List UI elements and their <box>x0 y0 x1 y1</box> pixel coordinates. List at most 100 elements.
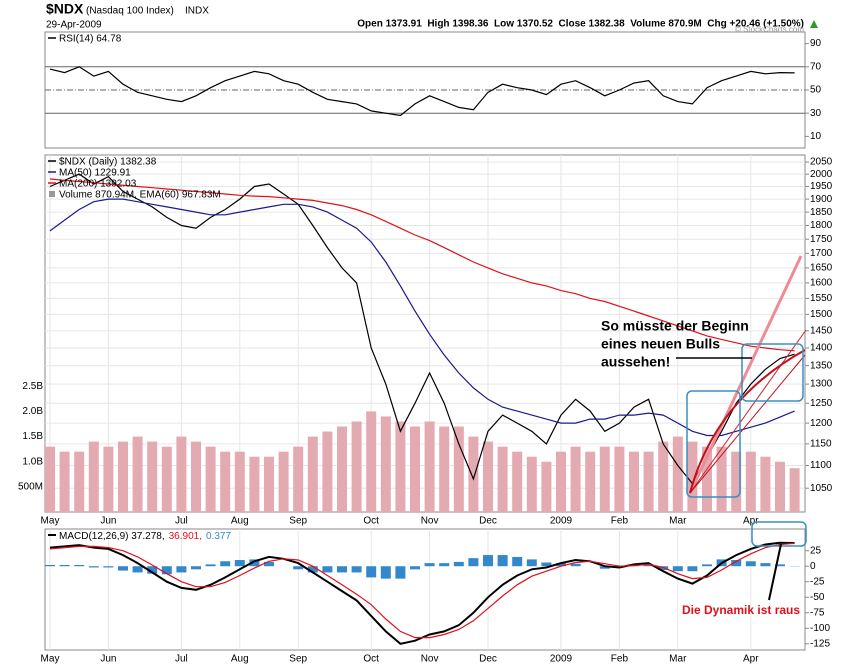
y-tick-label: 1300 <box>810 379 833 390</box>
volume-bar <box>118 441 128 512</box>
histogram-bar <box>366 566 377 578</box>
volume-bar <box>512 451 523 512</box>
histogram-bar <box>512 556 523 567</box>
histogram-bar <box>351 566 362 573</box>
histogram-bar <box>191 566 201 570</box>
x-tick-label: Oct <box>363 516 379 527</box>
volume-bar <box>74 451 85 512</box>
series-line <box>49 173 795 485</box>
x-tick-label: Jul <box>175 654 188 665</box>
annotation-box <box>741 343 804 402</box>
volume-bar <box>220 451 231 512</box>
volume-bar <box>760 456 771 512</box>
y-tick-label: 1800 <box>810 220 833 231</box>
series-line <box>49 178 795 352</box>
volume-bar <box>643 451 654 512</box>
volume-bar <box>307 436 318 512</box>
histogram-bar <box>249 559 260 567</box>
fan-line <box>689 354 806 494</box>
y2-tick-label: 2.5B <box>22 381 43 392</box>
volume-bar <box>614 446 625 512</box>
legend-entry: MA(50) 1229.91 <box>59 168 131 179</box>
y-tick-label: 1650 <box>810 263 833 274</box>
y-tick-label: -125 <box>810 638 830 649</box>
volume-bar <box>541 461 552 512</box>
volume-bar <box>716 446 727 512</box>
y-tick-label: 1750 <box>810 234 833 245</box>
histogram-bar <box>731 560 742 567</box>
histogram-bar <box>483 555 493 567</box>
y-tick-label: 70 <box>810 61 822 72</box>
histogram-bar <box>307 566 318 573</box>
y-tick-label: 1600 <box>810 278 833 289</box>
annotation-text: aussehen! <box>601 354 670 370</box>
histogram-bar <box>541 562 552 567</box>
y-tick-label: 1350 <box>810 360 833 371</box>
panel-frame <box>44 528 806 651</box>
y-tick-label: -75 <box>810 607 825 618</box>
legend-entry: MA(200) 1392.03 <box>59 179 137 190</box>
x-tick-label: Jul <box>175 516 188 527</box>
series-line <box>49 66 795 117</box>
annotation-text: Die Dynamik ist raus <box>682 603 800 617</box>
y-tick-label: -50 <box>810 592 825 603</box>
histogram-bar <box>672 566 683 572</box>
histogram-bar <box>599 566 610 569</box>
volume-bar <box>599 446 610 512</box>
volume-bar <box>731 451 742 512</box>
volume-bar <box>453 426 464 512</box>
volume-bar <box>570 446 581 512</box>
annotation-text: So müsste der Beginn <box>601 318 749 334</box>
volume-bar <box>366 411 377 512</box>
legend: MACD(12,26,9) 37.278, 36.901, 0.377 <box>59 531 231 542</box>
legend-swatch <box>49 191 55 197</box>
volume-bar <box>264 456 274 512</box>
histogram-bar <box>410 566 420 570</box>
volume-bar <box>556 451 566 512</box>
volume-bar <box>672 436 683 512</box>
histogram-bar <box>380 566 391 579</box>
histogram-bar <box>702 564 712 567</box>
x-tick-label: Mar <box>669 516 687 527</box>
histogram-bar <box>147 566 158 574</box>
histogram-bar <box>205 564 216 567</box>
x-tick-label: 2009 <box>550 654 573 665</box>
y-tick-label: 1250 <box>810 398 833 409</box>
y-tick-label: 50 <box>810 85 822 96</box>
histogram-bar <box>176 566 187 573</box>
legend-entry: $NDX (Daily) 1382.38 <box>59 157 157 168</box>
volume-bar <box>424 421 435 512</box>
volume-bar <box>702 446 712 512</box>
series-line <box>49 198 795 437</box>
histogram-bar <box>468 558 479 567</box>
y-tick-label: 2000 <box>810 169 833 180</box>
histogram-bar <box>45 564 55 567</box>
annotation-box <box>686 390 741 498</box>
y-tick-label: 90 <box>810 38 822 49</box>
histogram-bar <box>74 564 85 567</box>
histogram-bar <box>526 559 537 567</box>
histogram-bar <box>570 563 581 567</box>
y2-tick-label: 500M <box>18 481 43 492</box>
fan-line <box>688 255 803 494</box>
y-tick-label: 1950 <box>810 181 833 192</box>
histogram-bar <box>59 564 70 567</box>
volume-bar <box>234 451 245 512</box>
series-line <box>49 542 795 639</box>
x-tick-label: May <box>41 654 60 665</box>
x-tick-label: 2009 <box>550 516 573 527</box>
volume-bar <box>278 451 289 512</box>
volume-bar <box>161 446 172 512</box>
volume-bar <box>103 446 114 512</box>
quote: Open 1373.91 High 1398.36 Low 1370.52 Cl… <box>357 19 804 30</box>
date: 29-Apr-2009 <box>46 20 102 31</box>
volume-bar <box>410 426 420 512</box>
x-tick-label: Jun <box>100 516 116 527</box>
volume-bar <box>322 431 333 512</box>
volume-bar <box>191 441 201 512</box>
volume-bar <box>337 426 347 512</box>
volume-bar <box>59 451 70 512</box>
volume-bar <box>468 436 479 512</box>
legend-entry: RSI(14) 64.78 <box>59 34 122 45</box>
histogram-bar <box>497 555 508 567</box>
